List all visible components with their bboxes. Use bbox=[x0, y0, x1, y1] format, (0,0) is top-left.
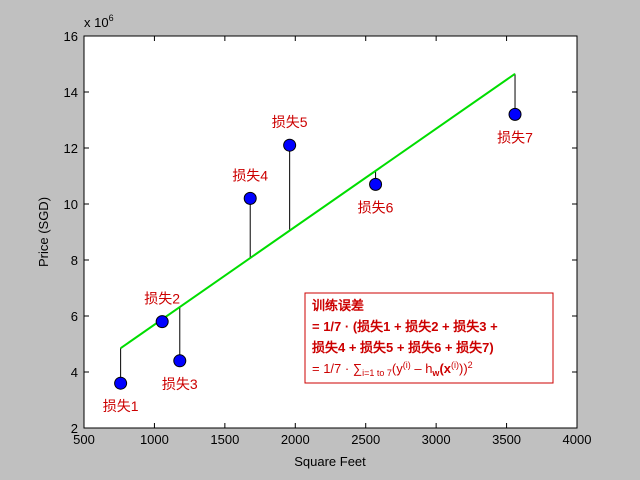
data-points bbox=[114, 107, 522, 390]
formula-frame bbox=[304, 292, 554, 384]
data-point bbox=[508, 107, 522, 121]
y-tick-label: 2 bbox=[71, 421, 78, 436]
loss-label: 损失5 bbox=[272, 114, 308, 130]
x-tick-label: 3000 bbox=[422, 432, 451, 447]
loss-label: 损失3 bbox=[162, 376, 198, 392]
x-tick-label: 4000 bbox=[563, 432, 592, 447]
loss-label: 损失7 bbox=[497, 129, 533, 145]
x-tick-label: 500 bbox=[73, 432, 95, 447]
data-point bbox=[283, 138, 297, 152]
loss-label: 损失2 bbox=[144, 291, 180, 307]
y-tick-label: 12 bbox=[64, 141, 78, 156]
y-multiplier: x 106 bbox=[84, 13, 114, 30]
formula-line-1: 训练误差 bbox=[312, 298, 364, 313]
x-tick-label: 1500 bbox=[210, 432, 239, 447]
y-tick-label: 14 bbox=[64, 85, 78, 100]
formula-line-3: 损失4 + 损失5 + 损失6 + 损失7) bbox=[312, 340, 494, 355]
y-tick-label: 16 bbox=[64, 29, 78, 44]
y-axis-title: Price (SGD) bbox=[36, 197, 51, 267]
formula-line-2: = 1/7 · (损失1 + 损失2 + 损失3 + bbox=[312, 319, 498, 334]
loss-label: 损失1 bbox=[103, 398, 139, 414]
data-point bbox=[369, 177, 383, 191]
x-tick-label: 1000 bbox=[140, 432, 169, 447]
data-point bbox=[173, 354, 187, 368]
x-tick-label: 2500 bbox=[351, 432, 380, 447]
y-tick-label: 6 bbox=[71, 309, 78, 324]
formula-box: 训练误差 = 1/7 · (损失1 + 损失2 + 损失3 + 损失4 + 损失… bbox=[304, 292, 554, 384]
regression-line bbox=[120, 72, 516, 350]
data-point bbox=[155, 315, 169, 329]
x-tick-label: 2000 bbox=[281, 432, 310, 447]
axes: 500 1000 1500 2000 2500 3000 3500 4000 2 4 6 8 10 12 1… bbox=[64, 29, 592, 447]
data-point bbox=[114, 376, 128, 390]
loss-label: 损失4 bbox=[232, 167, 268, 183]
loss-labels: 损失1 损失2 损失3 损失4 损失5 损失6 损失7 bbox=[103, 114, 533, 414]
x-axis-title: Square Feet bbox=[294, 454, 366, 469]
data-point bbox=[243, 191, 257, 205]
loss-label: 损失6 bbox=[358, 199, 394, 215]
residual-lines bbox=[120, 73, 516, 384]
y-tick-label: 8 bbox=[71, 253, 78, 268]
formula-line-4: = 1/7 · ∑i=1 to 7(y(i) – hw(x(i)))2 bbox=[312, 360, 473, 378]
y-tick-label: 4 bbox=[71, 365, 78, 380]
x-tick-label: 3500 bbox=[492, 432, 521, 447]
y-tick-label: 10 bbox=[64, 197, 78, 212]
